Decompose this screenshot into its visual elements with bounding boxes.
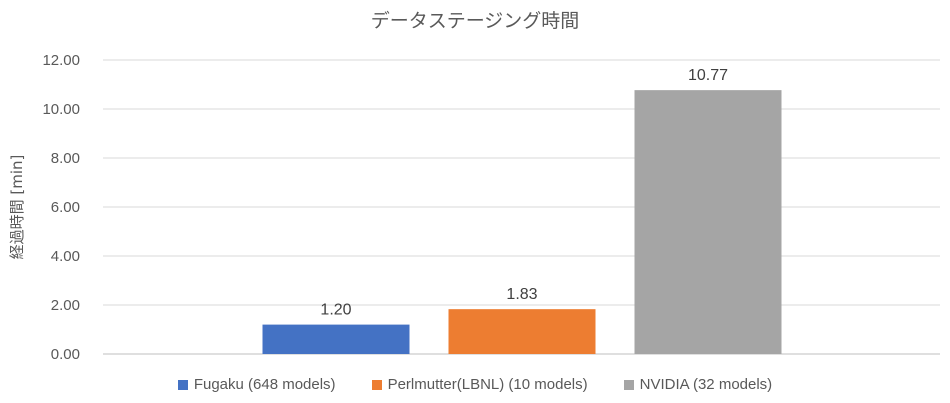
bar [634, 90, 782, 354]
data-label: 1.20 [320, 302, 351, 319]
legend-item: Fugaku (648 models) [177, 376, 336, 393]
bar [448, 309, 596, 354]
data-label: 10.77 [688, 67, 728, 84]
legend-label: Perlmutter(LBNL) (10 models) [387, 376, 588, 393]
chart-title: データステージング時間 [370, 10, 580, 32]
legend-item: NVIDIA (32 models) [623, 376, 773, 393]
y-tick-label: 12.00 [42, 52, 80, 69]
y-tick-label: 4.00 [51, 248, 80, 265]
y-axis: 0.00 2.00 4.00 6.00 8.00 10.00 12.00 [42, 52, 80, 363]
y-tick-label: 10.00 [42, 101, 80, 118]
y-tick-label: 2.00 [51, 297, 80, 314]
legend-swatch [371, 379, 382, 390]
bar [262, 324, 410, 354]
legend: Fugaku (648 models) Perlmutter(LBNL) (10 … [0, 376, 950, 393]
y-axis-label: 経過時間 [min] [8, 155, 26, 260]
data-labels: 1.20 1.83 10.77 [320, 67, 728, 318]
legend-swatch [623, 379, 634, 390]
legend-label: NVIDIA (32 models) [639, 376, 773, 393]
legend-swatch [177, 379, 188, 390]
legend-label: Fugaku (648 models) [193, 376, 336, 393]
legend-item: Perlmutter(LBNL) (10 models) [371, 376, 588, 393]
y-tick-label: 0.00 [51, 346, 80, 363]
y-tick-label: 8.00 [51, 150, 80, 167]
data-label: 1.83 [506, 286, 537, 303]
y-tick-label: 6.00 [51, 199, 80, 216]
bars [262, 90, 782, 354]
